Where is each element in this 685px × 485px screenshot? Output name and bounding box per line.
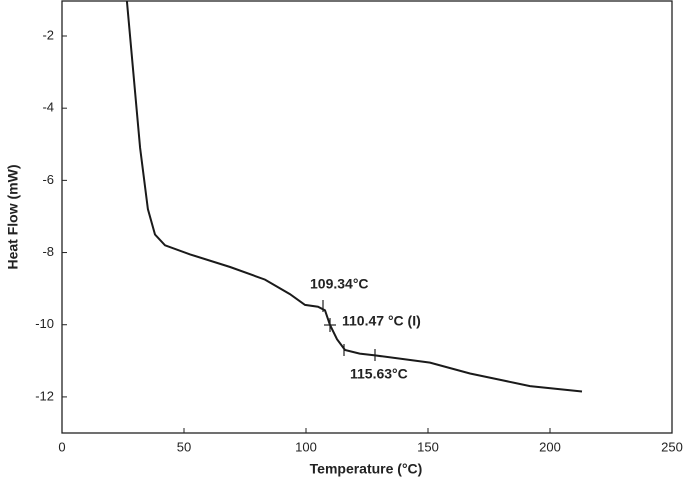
x-axis-label: Temperature (°C) <box>310 461 423 477</box>
plot-frame <box>61 0 673 434</box>
x-tick-label: 150 <box>417 439 439 454</box>
y-axis-label: Heat Flow (mW) <box>5 165 21 270</box>
y-tick-label: -2 <box>42 27 54 42</box>
y-tick-label: -10 <box>35 316 54 331</box>
y-tick-label: -4 <box>42 100 54 115</box>
x-tick-label: 200 <box>539 439 561 454</box>
annotation: 109.34°C <box>310 276 369 292</box>
y-tick-label: -6 <box>42 172 54 187</box>
y-tick-label: -12 <box>35 388 54 403</box>
data-line <box>125 0 583 393</box>
annotation: 110.47 °C (I) <box>342 313 421 329</box>
y-tick-label: -8 <box>42 244 54 259</box>
x-tick-label: 50 <box>177 439 191 454</box>
x-tick-label: 100 <box>295 439 317 454</box>
x-tick-label: 250 <box>661 439 683 454</box>
x-tick-label: 0 <box>58 439 65 454</box>
annotation: 115.63°C <box>350 366 408 382</box>
